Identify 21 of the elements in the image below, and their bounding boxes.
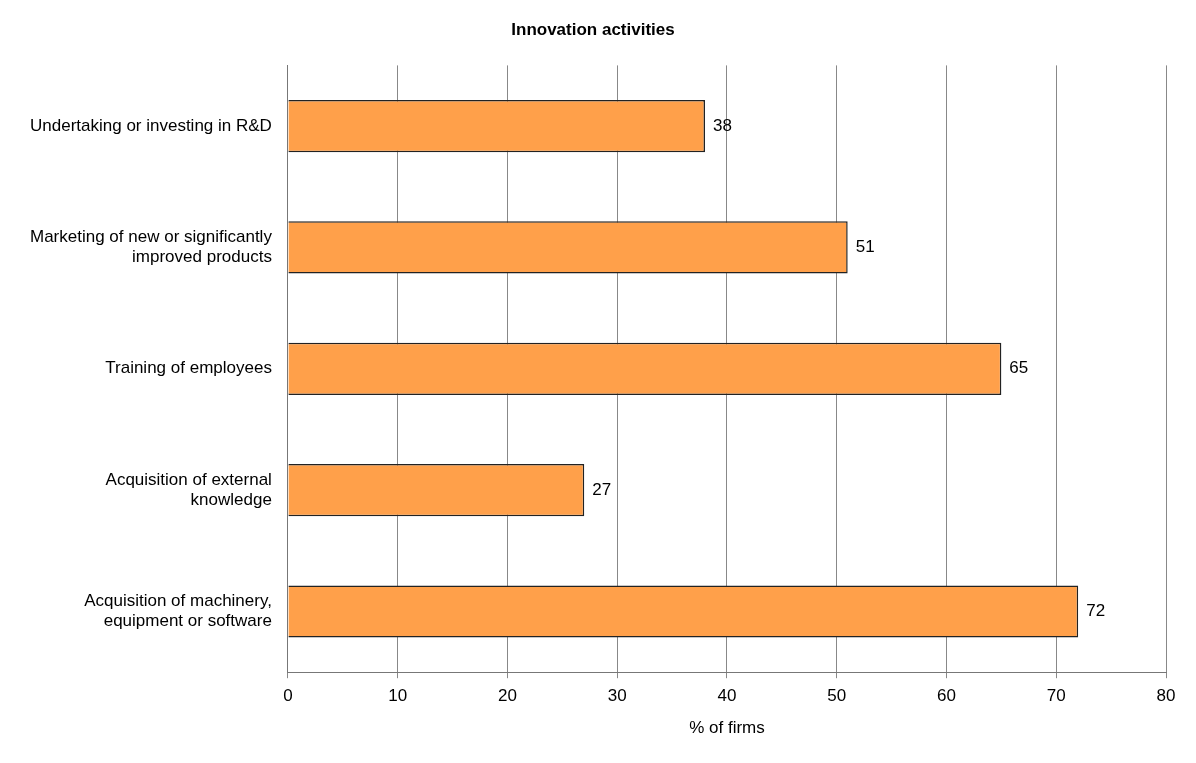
y-tick-label: Undertaking or investing in R&D: [29, 115, 272, 135]
x-axis-title: % of firms: [689, 718, 765, 738]
data-label: 72: [1086, 601, 1106, 621]
x-tick-label: 40: [717, 686, 737, 706]
y-tick-label: Training of employees: [105, 358, 272, 378]
x-tick-label: 0: [283, 686, 293, 706]
data-label: 51: [855, 237, 875, 257]
x-tick-label: 10: [388, 686, 408, 706]
x-tick-label: 70: [1046, 686, 1066, 706]
x-tick-label: 80: [1156, 686, 1176, 706]
y-tick-label: Acquisition of external knowledge: [105, 469, 272, 510]
x-tick-label: 60: [937, 686, 956, 706]
x-tick-label: 20: [497, 686, 517, 706]
x-tick-label: 50: [827, 686, 847, 706]
y-tick-label: Marketing of new or significantly improved products: [30, 226, 273, 267]
data-label: 27: [592, 479, 612, 499]
data-label: 38: [712, 115, 732, 135]
data-label: 65: [1009, 358, 1029, 378]
x-tick-label: 30: [607, 686, 627, 706]
y-tick-label: Acquisition of machinery, equipment or software: [84, 591, 272, 631]
chart-title: Innovation activities: [511, 19, 675, 39]
